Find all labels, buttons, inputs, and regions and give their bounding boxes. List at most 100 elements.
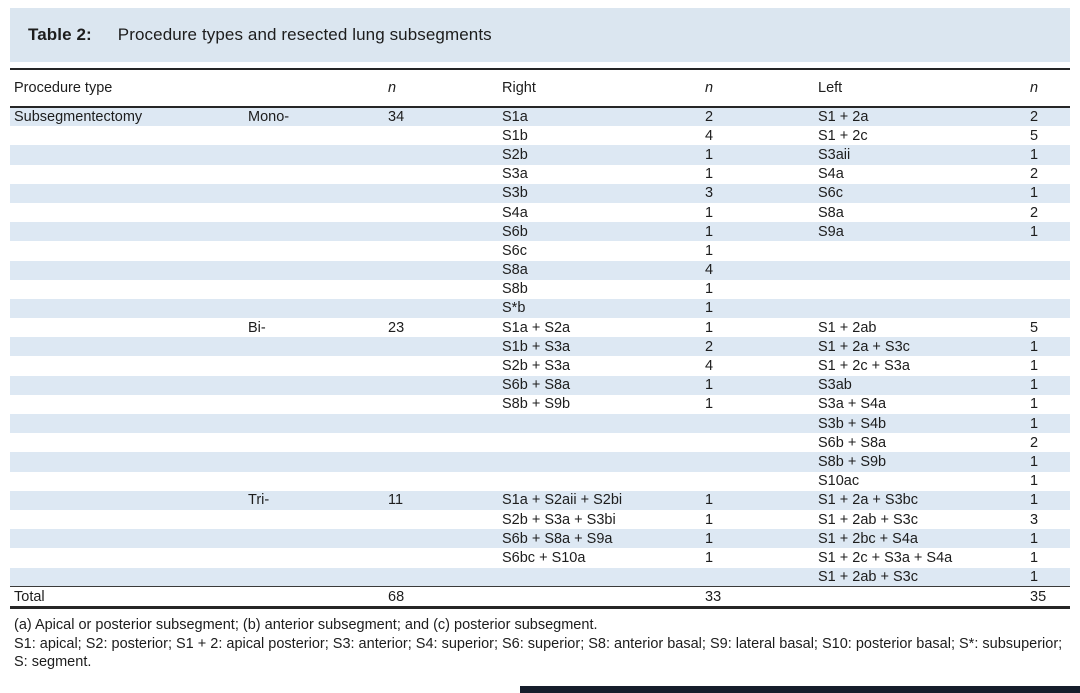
left-subsegment-cell: S6c [818,185,843,202]
procedure-type-cell [10,568,244,587]
col-header-left: Left [818,80,843,96]
procedure-n-cell [384,548,498,567]
procedure-subtype-cell: Mono- [248,109,290,126]
left-subsegment-cell: S8a [818,204,844,221]
procedure-type-cell [10,548,244,567]
right-subsegment-cell: S*b [502,300,526,317]
left-subsegment-cell: S9a [818,223,844,240]
table-row: S1b + S3a 2 S1 + 2a + S3c 1 [10,337,1070,357]
col-header-right: Right [502,80,536,96]
procedure-subtype-cell [244,395,384,414]
right-subsegment-cell [498,472,701,491]
right-n-cell [701,452,814,471]
procedure-n-cell [384,433,498,452]
table-row: Subsegmentectomy Mono- 34 S1a 2 S1 + 2a 2 [10,107,1070,127]
procedure-type-cell [10,241,244,260]
procedure-n-cell [384,222,498,241]
right-n-cell [701,568,814,587]
footnote-subsegment-letters: (a) Apical or posterior subsegment; (b) … [14,617,598,633]
left-n-cell: 5 [1030,319,1039,336]
procedure-subtype-cell [244,452,384,471]
table-row: S6c 1 [10,241,1070,260]
left-n-cell: 1 [1030,223,1039,240]
left-n-cell: 3 [1030,511,1039,528]
right-subsegment-cell [498,568,701,587]
procedure-type-cell [10,414,244,433]
total-empty-subtype [244,587,384,608]
procedure-subtype-cell [244,376,384,395]
procedure-n-cell [384,452,498,471]
procedure-n-cell [384,337,498,356]
procedure-n-cell [384,203,498,222]
procedure-type-cell [10,510,244,529]
procedure-n-cell: 11 [388,492,404,509]
total-empty-right [498,587,701,608]
procedure-subtype-cell [244,203,384,222]
procedure-n-cell [384,472,498,491]
right-n-cell [701,433,814,452]
left-subsegment-cell: S4a [818,166,844,183]
left-subsegment-cell: S3ab [818,377,852,394]
procedure-n-cell [384,145,498,164]
left-n-cell: 2 [1030,166,1039,183]
right-subsegment-cell: S1a [502,109,528,126]
left-subsegment-cell: S3b + S4b [818,415,887,432]
left-subsegment-cell: S1 + 2a + S3c [818,338,910,355]
right-subsegment-cell: S1a + S2aii + S2bi [502,492,623,509]
procedure-type-cell [10,337,244,356]
procedure-subtype-cell [244,433,384,452]
procedure-subtype-cell [244,184,384,203]
left-subsegment-cell: S1 + 2c + S3a [818,358,910,375]
left-subsegment-cell: S3a + S4a [818,396,887,413]
total-left-n: 35 [1030,588,1047,605]
procedure-subtype-cell [244,568,384,587]
left-subsegment-cell: S1 + 2a + S3bc [818,492,918,509]
right-n-cell: 1 [705,549,714,566]
procedure-subtype-cell: Tri- [248,492,270,509]
procedure-n-cell [384,414,498,433]
procedure-subtype-cell [244,280,384,299]
bottom-dark-bar [520,686,1080,693]
procedure-type-cell [10,184,244,203]
table-row: S8b + S9b 1 S3a + S4a 1 [10,395,1070,414]
left-subsegment-cell: S1 + 2c [818,127,868,144]
left-subsegment-cell: S1 + 2c + S3a + S4a [818,549,953,566]
left-subsegment-cell: S1 + 2bc + S4a [818,530,918,547]
procedure-n-cell: 23 [388,319,405,336]
left-n-cell: 1 [1030,568,1039,585]
procedure-type-cell [10,222,244,241]
table-row: S1b 4 S1 + 2c 5 [10,126,1070,145]
left-subsegment-cell [814,299,1026,318]
table-row: S4a 1 S8a 2 [10,203,1070,222]
right-n-cell: 1 [705,396,714,413]
right-subsegment-cell: S3b [502,185,528,202]
left-n-cell: 1 [1030,549,1039,566]
right-subsegment-cell: S2b [502,146,528,163]
right-n-cell: 1 [705,166,714,183]
left-n-cell: 1 [1030,185,1039,202]
right-n-cell: 1 [705,242,714,259]
left-subsegment-cell [814,280,1026,299]
right-subsegment-cell: S2b + S3a + S3bi [502,511,616,528]
right-subsegment-cell: S6b + S8a [502,377,571,394]
table-row: S3b + S4b 1 [10,414,1070,434]
procedure-subtype-cell [244,529,384,548]
procedure-n-cell [384,299,498,318]
total-row: Total 68 33 35 [10,586,1070,608]
procedure-subtype-cell: Bi- [248,319,266,336]
procedure-type-cell [10,472,244,491]
left-n-cell: 2 [1030,204,1039,221]
right-subsegment-cell: S6c [502,242,527,259]
right-subsegment-cell: S6b + S8a + S9a [502,530,613,547]
left-n-cell: 1 [1030,415,1039,432]
right-n-cell: 1 [705,281,714,298]
procedure-n-cell [384,510,498,529]
procedure-type-cell [10,261,244,280]
table-caption: Table 2: Procedure types and resected lu… [10,8,1070,62]
total-procedure-n: 68 [388,588,405,605]
right-n-cell: 1 [705,204,714,221]
table-row: S2b 1 S3aii 1 [10,145,1070,165]
procedure-subtype-cell [244,165,384,184]
procedure-subtype-cell [244,299,384,318]
right-n-cell [701,472,814,491]
